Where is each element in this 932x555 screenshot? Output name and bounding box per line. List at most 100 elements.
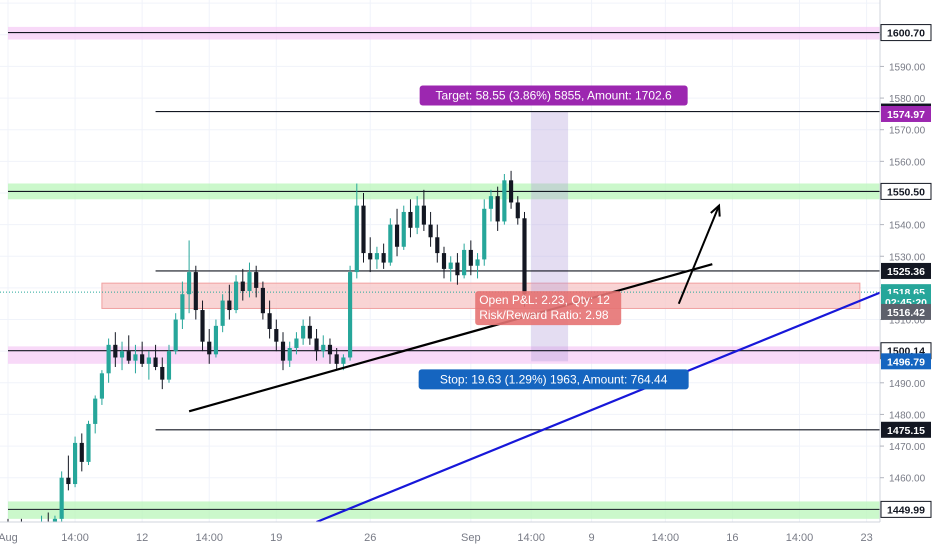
arrow-shaft[interactable] bbox=[677, 205, 720, 305]
price-label: 1496.79 bbox=[887, 356, 925, 368]
candle-body bbox=[448, 262, 453, 269]
candle-body bbox=[233, 281, 239, 311]
candle-body bbox=[280, 341, 286, 361]
time-axis-bg[interactable] bbox=[0, 522, 932, 550]
y-tick-label: 1590.00 bbox=[889, 62, 926, 73]
candle-body bbox=[508, 180, 514, 203]
candle-body bbox=[327, 344, 333, 355]
candle-body bbox=[515, 202, 520, 219]
price-label-box bbox=[880, 500, 932, 518]
candle-body bbox=[287, 348, 292, 361]
candle-body bbox=[428, 224, 433, 238]
candle-body bbox=[180, 294, 185, 320]
candle-body bbox=[274, 329, 279, 342]
candle-body bbox=[354, 205, 359, 273]
price-label-box bbox=[880, 182, 932, 200]
open-pnl-label: Open P&L: 2.23, Qty: 12 bbox=[479, 293, 610, 307]
stop-label-box bbox=[418, 369, 689, 390]
pnl-box bbox=[475, 291, 622, 326]
price-label: 1516.42 bbox=[887, 307, 925, 319]
x-tick-label: 14:00 bbox=[195, 532, 223, 544]
black-trendline[interactable] bbox=[188, 263, 713, 413]
price-label: 1475.15 bbox=[887, 425, 925, 437]
y-tick-label: 1580.00 bbox=[889, 94, 926, 105]
y-tick-label: 1460.00 bbox=[889, 474, 926, 485]
candle-body bbox=[160, 366, 165, 380]
candle-body bbox=[260, 287, 265, 314]
candle-body bbox=[153, 357, 158, 367]
y-tick-label: 1570.00 bbox=[889, 126, 926, 137]
candle-body bbox=[314, 338, 319, 352]
candle-body bbox=[334, 354, 339, 364]
y-tick-label: 1470.00 bbox=[889, 442, 926, 453]
candle-body bbox=[388, 224, 393, 263]
price-label: 1574.97 bbox=[887, 109, 925, 121]
price-label-box bbox=[881, 303, 931, 320]
x-tick-label: 19 bbox=[270, 532, 282, 544]
candle-body bbox=[72, 442, 78, 485]
price-label: 1550.50 bbox=[887, 186, 925, 198]
x-tick-label: 12 bbox=[136, 532, 148, 544]
x-tick-label: 9 bbox=[589, 532, 595, 544]
green-zone bbox=[8, 501, 880, 519]
x-tick-label: Sep bbox=[461, 532, 481, 544]
candle-body bbox=[240, 281, 245, 292]
candle-body bbox=[495, 196, 500, 222]
candle-body bbox=[488, 196, 494, 209]
candle-body bbox=[482, 208, 487, 260]
y-tick-label: 1560.00 bbox=[889, 157, 926, 168]
candle-body bbox=[394, 224, 400, 247]
candle-body bbox=[361, 205, 366, 254]
candle-body bbox=[140, 354, 145, 364]
candle-body bbox=[441, 253, 447, 269]
position-annotations: Target: 58.55 (3.86%) 5855, Amount: 1702… bbox=[418, 85, 689, 390]
price-label-box bbox=[881, 105, 931, 122]
arrow-head[interactable] bbox=[710, 203, 721, 217]
blue-trendline[interactable] bbox=[316, 291, 881, 524]
x-tick-label: 14:00 bbox=[652, 532, 680, 544]
y-tick-label: 1480.00 bbox=[889, 410, 926, 421]
candle-body bbox=[435, 237, 440, 254]
y-tick-label: 1530.00 bbox=[889, 252, 926, 263]
candle-body bbox=[99, 373, 104, 399]
candle-body bbox=[401, 211, 406, 247]
candle-body bbox=[213, 325, 219, 355]
y-tick-label: 1490.00 bbox=[889, 379, 926, 390]
candle-body bbox=[207, 341, 212, 355]
candle-body bbox=[321, 344, 326, 352]
target-zone-rect[interactable] bbox=[531, 111, 569, 293]
candle-body bbox=[146, 357, 151, 364]
candle-body bbox=[374, 253, 380, 260]
x-tick-label: 14:00 bbox=[517, 532, 545, 544]
candle-body bbox=[227, 300, 232, 311]
candle-body bbox=[462, 249, 467, 276]
candle-body bbox=[133, 354, 138, 361]
candle-body bbox=[126, 351, 131, 361]
candle-body bbox=[267, 313, 272, 330]
x-tick-label: 26 bbox=[364, 532, 376, 544]
candle-body bbox=[254, 272, 259, 288]
position-tool[interactable] bbox=[531, 111, 569, 362]
candle-body bbox=[79, 442, 84, 462]
candle-body bbox=[173, 319, 178, 352]
candlesticks bbox=[5, 170, 527, 541]
candle-body bbox=[348, 272, 353, 358]
candle-body bbox=[307, 325, 312, 339]
price-label-box bbox=[881, 262, 931, 279]
x-tick-label: Aug bbox=[0, 532, 18, 544]
trendlines[interactable] bbox=[188, 203, 881, 524]
candle-body bbox=[59, 477, 64, 519]
candle-body bbox=[187, 272, 192, 295]
stop-label: Stop: 19.63 (1.29%) 1963, Amount: 764.44 bbox=[440, 372, 668, 386]
price-label: 1600.70 bbox=[887, 28, 925, 40]
candle-body bbox=[86, 423, 91, 462]
candle-body bbox=[66, 477, 71, 485]
candle-body bbox=[475, 259, 480, 266]
price-label-box bbox=[881, 353, 931, 370]
candle-body bbox=[193, 272, 198, 311]
price-label: 1525.36 bbox=[887, 266, 925, 278]
x-tick-label: 16 bbox=[726, 532, 738, 544]
